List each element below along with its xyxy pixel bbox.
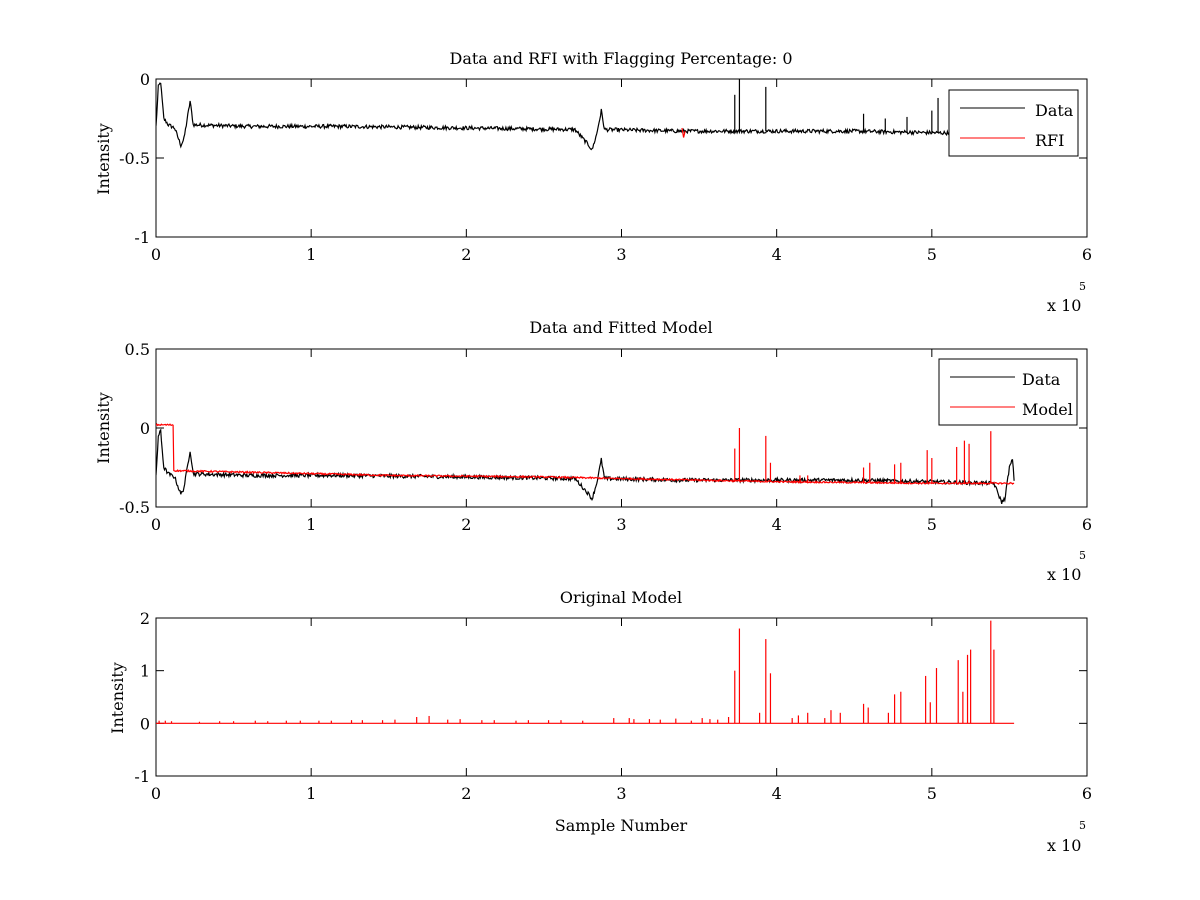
x-tick-label: 5: [927, 245, 937, 264]
subplot-title: Data and Fitted Model: [529, 318, 712, 337]
series-line-data: [156, 82, 1015, 151]
subplot-data-and-rfi: Data and RFI with Flagging Percentage: 0…: [94, 49, 1092, 315]
legend-label-data: Data: [1022, 370, 1061, 389]
subplot-title: Original Model: [560, 588, 682, 607]
x-multiplier-exponent: 5: [1079, 819, 1086, 832]
y-tick-label: -1: [134, 767, 150, 786]
x-tick-label: 2: [461, 784, 471, 803]
x-tick-label: 5: [927, 784, 937, 803]
x-tick-label: 0: [151, 784, 161, 803]
x-tick-label: 2: [461, 245, 471, 264]
x-tick-label: 3: [616, 515, 626, 534]
y-tick-label: -0.5: [119, 149, 150, 168]
legend-label-rfi: RFI: [1035, 131, 1064, 150]
y-axis-label: Intensity: [94, 392, 113, 464]
series-group: [156, 79, 1015, 151]
series-line-rfi: [681, 127, 686, 138]
x-tick-label: 1: [306, 245, 316, 264]
plot-area: 0 1 2 3 4 5 6-0.500.5: [119, 340, 1092, 534]
x-tick-label: 6: [1082, 245, 1092, 264]
series-line-model: [156, 422, 1015, 486]
x-tick-label: 5: [927, 515, 937, 534]
legend: Data RFI: [948, 89, 1079, 157]
x-tick-label: 0: [151, 515, 161, 534]
x-multiplier: x 10: [1047, 836, 1081, 855]
series-group: [156, 620, 1015, 724]
y-tick-label: 0: [140, 714, 150, 733]
x-tick-label: 1: [306, 784, 316, 803]
y-tick-label: -0.5: [119, 498, 150, 517]
y-tick-label: 0.5: [125, 340, 150, 359]
legend: Data Model: [938, 358, 1078, 426]
legend-box: [948, 89, 1079, 157]
y-axis-label: Intensity: [108, 662, 127, 734]
x-multiplier: x 10: [1047, 565, 1081, 584]
series-group: [156, 422, 1015, 505]
legend-label-data: Data: [1035, 101, 1074, 120]
x-tick-label: 3: [616, 245, 626, 264]
x-tick-label: 6: [1082, 784, 1092, 803]
x-tick-label: 0: [151, 245, 161, 264]
x-tick-label: 2: [461, 515, 471, 534]
legend-box: [938, 358, 1078, 426]
x-tick-label: 6: [1082, 515, 1092, 534]
x-multiplier-exponent: 5: [1079, 549, 1086, 562]
x-tick-label: 4: [772, 515, 782, 534]
x-multiplier-exponent: 5: [1079, 280, 1086, 293]
x-tick-label: 3: [616, 784, 626, 803]
x-tick-label: 4: [772, 784, 782, 803]
series-line-data: [156, 428, 1015, 505]
y-tick-label: 1: [140, 662, 150, 681]
x-axis-label: Sample Number: [555, 816, 688, 835]
axes-box: [155, 78, 1088, 238]
subplot-title: Data and RFI with Flagging Percentage: 0: [449, 49, 792, 68]
axes-box: [155, 617, 1088, 777]
plot-area: 0 1 2 3 4 5 6 -1 -0.5 0: [119, 70, 1092, 264]
legend-label-model: Model: [1022, 400, 1073, 419]
y-tick-label: 0: [140, 419, 150, 438]
x-tick-label: 1: [306, 515, 316, 534]
subplot-data-and-fitted-model: Data and Fitted Model Intensity 0 1 2 3 4 5 6 -…: [94, 318, 1092, 584]
y-tick-label: 2: [140, 609, 150, 628]
y-tick-label: 0: [140, 70, 150, 89]
y-axis-label: Intensity: [94, 123, 113, 195]
x-multiplier: x 10: [1047, 296, 1081, 315]
x-tick-label: 4: [772, 245, 782, 264]
y-tick-label: -1: [134, 228, 150, 247]
